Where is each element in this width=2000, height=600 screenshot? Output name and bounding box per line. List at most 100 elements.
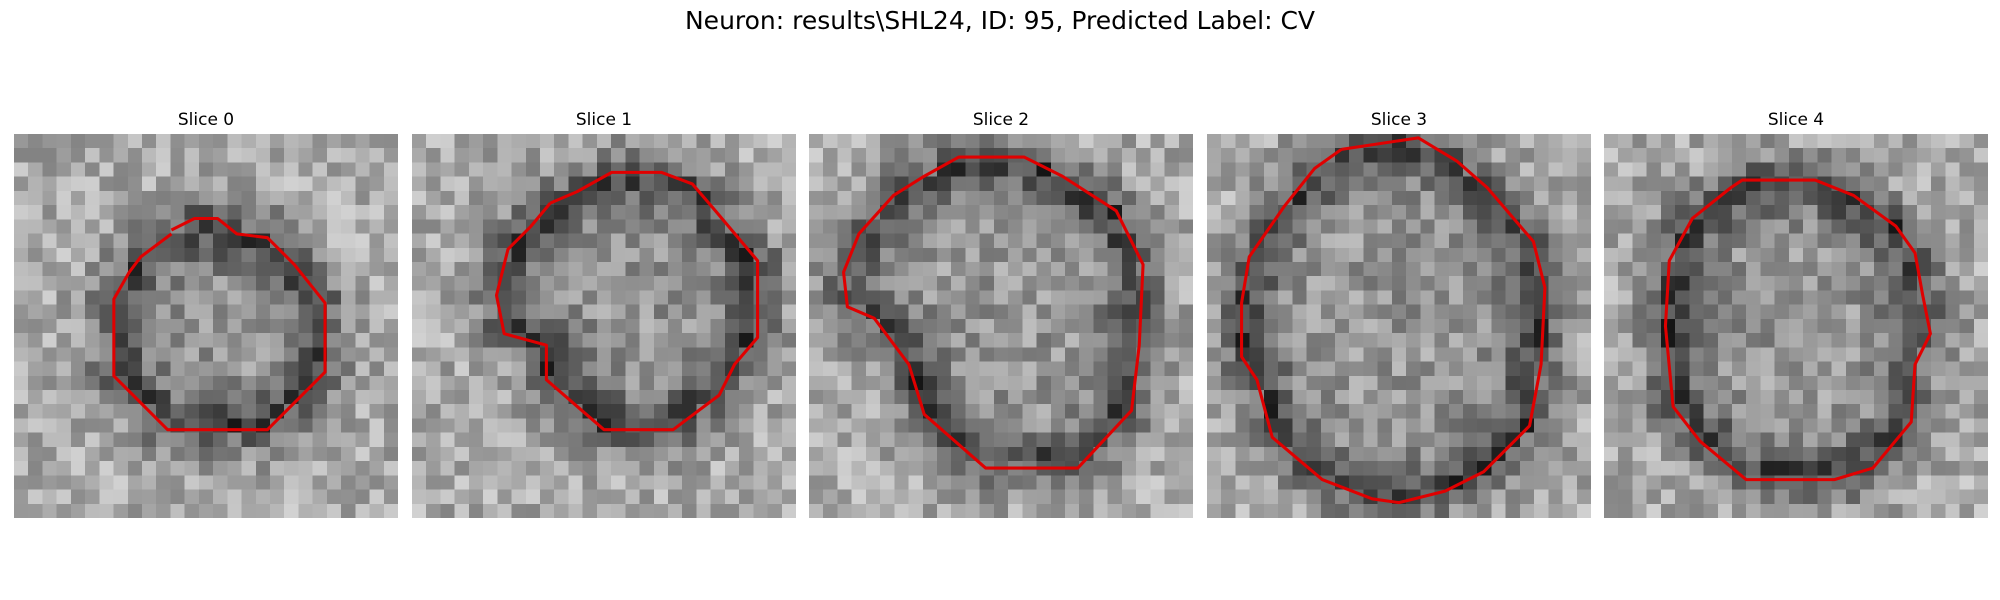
pixel	[1860, 318, 1875, 334]
pixel	[1477, 134, 1492, 149]
pixel	[682, 233, 697, 249]
pixel	[1434, 219, 1450, 234]
pixel	[1292, 390, 1307, 405]
pixel	[85, 219, 100, 234]
pixel	[383, 461, 398, 476]
pixel	[936, 148, 952, 163]
pixel	[468, 404, 484, 419]
pixel	[979, 475, 995, 490]
pixel	[611, 148, 626, 163]
pixel	[596, 261, 612, 277]
pixel	[653, 318, 669, 334]
pixel	[1363, 418, 1378, 433]
pixel	[865, 347, 881, 362]
pixel	[1207, 503, 1222, 518]
pixel	[1164, 205, 1180, 220]
pixel	[468, 219, 484, 234]
pixel	[1391, 162, 1407, 177]
pixel	[625, 176, 640, 192]
pixel	[582, 347, 598, 362]
pixel	[1093, 503, 1108, 518]
pixel	[1703, 418, 1719, 433]
pixel	[1150, 148, 1165, 163]
pixel	[1902, 134, 1918, 149]
pixel	[56, 304, 72, 320]
pixel	[625, 347, 640, 362]
pixel	[454, 404, 470, 419]
pixel	[596, 233, 612, 249]
pixel	[326, 503, 342, 518]
pixel	[1831, 148, 1847, 163]
pixel	[639, 261, 655, 277]
pixel	[554, 233, 569, 249]
pixel	[1746, 247, 1761, 263]
pixel	[1221, 375, 1236, 391]
pixel	[1334, 219, 1350, 234]
pixel	[1562, 219, 1578, 234]
pixel	[1391, 333, 1407, 348]
pixel	[1973, 446, 1988, 462]
pixel	[1320, 390, 1336, 405]
pixel	[454, 432, 470, 448]
pixel	[1874, 276, 1889, 291]
pixel	[1221, 205, 1236, 220]
pixel	[1121, 148, 1137, 163]
pixel	[255, 446, 271, 462]
pixel	[355, 304, 370, 320]
pixel	[696, 134, 711, 149]
pixel	[1803, 290, 1818, 305]
pixel	[14, 190, 29, 206]
pixel	[28, 390, 43, 405]
pixel	[908, 461, 924, 476]
pixel	[710, 233, 726, 249]
pixel	[1463, 148, 1478, 163]
pixel	[1107, 162, 1123, 177]
pixel	[653, 247, 669, 263]
pixel	[1916, 190, 1932, 206]
pixel	[1008, 390, 1023, 405]
pixel	[1562, 390, 1578, 405]
pixel	[14, 432, 29, 448]
pixel	[1874, 390, 1889, 405]
pixel	[965, 418, 980, 433]
pixel	[1334, 347, 1350, 362]
pixel	[837, 432, 852, 448]
pixel	[1534, 318, 1549, 334]
pixel	[85, 432, 100, 448]
pixel	[851, 190, 867, 206]
pixel	[383, 162, 398, 177]
pixel	[1391, 418, 1407, 433]
pixel	[213, 148, 228, 163]
pixel	[724, 190, 740, 206]
pixel	[1306, 304, 1322, 320]
pixel	[170, 148, 185, 163]
pixel	[1534, 162, 1549, 177]
pixel	[440, 318, 455, 334]
pixel	[1306, 333, 1322, 348]
pixel	[993, 233, 1009, 249]
pixel	[1803, 503, 1818, 518]
pixel	[767, 162, 783, 177]
pixel	[1576, 390, 1591, 405]
pixel	[1178, 276, 1193, 291]
pixel	[1548, 162, 1563, 177]
pixel	[184, 390, 200, 405]
pixel	[1817, 418, 1832, 433]
pixel	[682, 446, 697, 462]
pixel	[767, 233, 783, 249]
pixel	[1604, 233, 1619, 249]
pixel	[668, 333, 683, 348]
pixel	[1434, 503, 1450, 518]
pixel	[781, 162, 796, 177]
pixel	[1406, 261, 1421, 277]
pixel	[596, 304, 612, 320]
pixel	[1874, 375, 1889, 391]
pixel	[1150, 318, 1165, 334]
pixel	[483, 461, 498, 476]
pixel	[809, 162, 824, 177]
pixel	[1788, 333, 1804, 348]
pixel	[1860, 475, 1875, 490]
pixel	[1178, 190, 1193, 206]
pixel	[1689, 134, 1704, 149]
pixel	[908, 219, 924, 234]
